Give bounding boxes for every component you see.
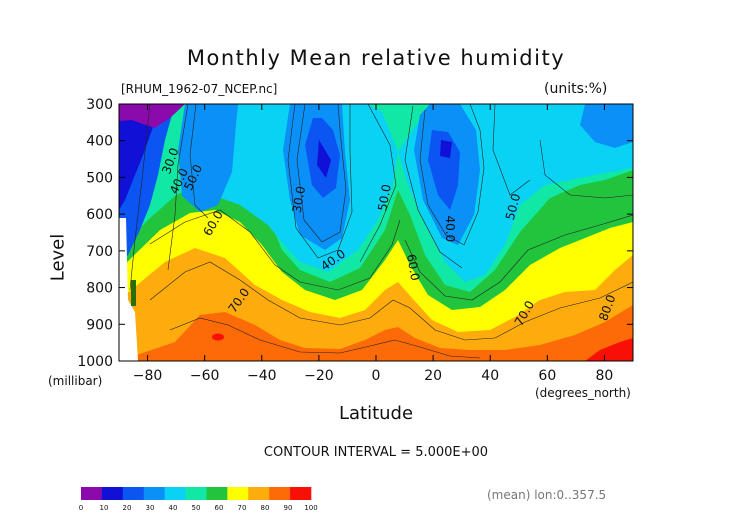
fill-band-95 [585, 338, 633, 361]
colorbar-tick-label: 80 [261, 504, 270, 512]
colorbar-swatch [206, 487, 228, 500]
fill-band-10-sh [119, 104, 160, 210]
x-tick-label: 40 [481, 368, 499, 384]
x-tick-label: 60 [538, 368, 556, 384]
colorbar-tick-label: 70 [238, 504, 247, 512]
y-axis: 300 400 500 600 700 800 900 1000 [77, 97, 633, 370]
colorbar-swatch [122, 487, 145, 500]
colorbar-swatch [248, 487, 270, 500]
colorbar-tick-label: 0 [79, 504, 83, 512]
x-tick-label: 0 [372, 368, 381, 384]
colorbar-swatch [269, 487, 291, 500]
contour-label: 50.0 [375, 183, 393, 212]
colorbar-swatch [143, 487, 165, 500]
colorbar-tick-label: 20 [123, 504, 132, 512]
dataset-label: [RHUM_1962-07_NCEP.nc] [121, 82, 278, 96]
x-axis-unit: (degrees_north) [535, 386, 631, 400]
contour-interval-label: CONTOUR INTERVAL = 5.000E+00 [263, 445, 489, 460]
y-tick-label: 300 [86, 97, 113, 113]
contour-label: 50.0 [503, 192, 523, 221]
y-tick-label: 1000 [77, 354, 113, 370]
fill-band-10-mid [317, 140, 331, 178]
y-tick-label: 500 [86, 170, 113, 186]
colorbar-tick-label: 90 [284, 504, 293, 512]
humidity-maximum [212, 333, 224, 341]
surface-strip [131, 280, 136, 306]
x-tick-label: −80 [133, 368, 163, 384]
chart-title: Monthly Mean relative humidity [186, 46, 566, 70]
fill-band-20-nh [428, 130, 460, 210]
colorbar-tick-label: 40 [169, 504, 178, 512]
contour-labels: 30.040.050.060.070.030.040.050.060.040.0… [159, 146, 618, 328]
x-tick-label: 80 [596, 368, 614, 384]
x-tick-label: 20 [424, 368, 442, 384]
contour-label: 40.0 [443, 215, 457, 242]
x-tick-label: −20 [304, 368, 334, 384]
colorbar-tick-label: 60 [215, 504, 224, 512]
colorbar-swatch [290, 487, 312, 500]
contour-label: 60.0 [404, 253, 422, 282]
y-tick-label: 700 [86, 244, 113, 260]
colorbar: 0 10 20 30 40 50 60 70 80 90 100 [79, 487, 318, 512]
colorbar-tick-label: 10 [100, 504, 109, 512]
contour-label: 30.0 [290, 185, 308, 214]
fill-band-30-np [580, 104, 633, 148]
y-tick-label: 800 [86, 281, 113, 297]
fill-band-30-sh [119, 104, 238, 212]
colorbar-swatch [164, 487, 186, 500]
colorbar-tick-label: 30 [146, 504, 155, 512]
colorbar-swatch [185, 487, 207, 500]
units-label: (units:%) [544, 81, 608, 97]
colorbar-swatch [227, 487, 249, 500]
x-tick-label: −40 [247, 368, 277, 384]
colorbar-tick-label: 100 [304, 504, 317, 512]
x-tick-label: −60 [190, 368, 220, 384]
y-tick-label: 400 [86, 134, 113, 150]
contour-fill [119, 104, 633, 361]
colorbar-swatch [81, 487, 103, 500]
y-axis-unit: (millibar) [48, 374, 103, 388]
y-tick-label: 900 [86, 317, 113, 333]
fill-band-90 [119, 305, 633, 361]
fill-band-0 [119, 104, 185, 128]
x-axis-title: Latitude [338, 403, 414, 424]
missing-data-region [119, 218, 138, 361]
averaging-note: (mean) lon:0..357.5 [487, 488, 607, 502]
colorbar-swatch [101, 487, 124, 500]
x-axis: −80 −60 −40 −20 0 20 40 60 80 [133, 104, 614, 384]
y-tick-label: 600 [86, 207, 113, 223]
fill-band-10-nh [440, 140, 452, 158]
colorbar-tick-label: 50 [192, 504, 201, 512]
contour-lines [129, 104, 633, 359]
